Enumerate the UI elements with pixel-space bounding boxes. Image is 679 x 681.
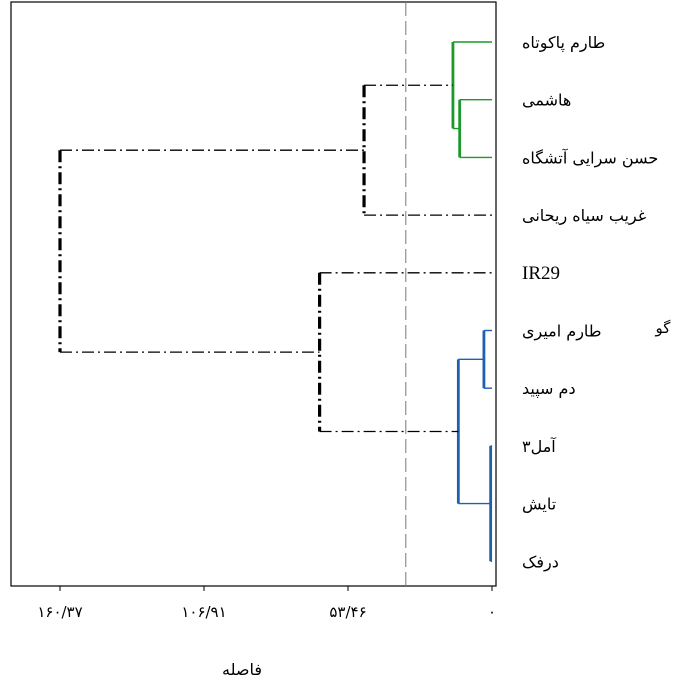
x-tick-label: ۵۳/۴۶ — [329, 603, 366, 621]
leaf-label: درفک — [522, 552, 559, 572]
leaf-label: طارم امیری — [522, 322, 602, 342]
x-axis-title: فاصله — [222, 660, 262, 679]
side-mark: گو — [655, 319, 672, 337]
leaf-label: حسن سرایی آتشگاه — [522, 148, 658, 168]
leaf-label: طارم پاکوتاه — [522, 33, 605, 53]
x-tick-label: ۱۶۰/۳۷ — [37, 603, 82, 621]
plot-frame — [10, 1, 497, 587]
leaf-label: غریب سیاه ریحانی — [522, 206, 646, 226]
leaf-label: تایش — [522, 495, 556, 515]
leaf-label: آمل۳ — [522, 437, 557, 456]
leaf-label: هاشمی — [522, 91, 571, 110]
leaf-labels: طارم پاکوتاه هاشمی حسن سرایی آتشگاه غریب سی… — [522, 33, 658, 572]
leaf-label: دم سپید — [522, 379, 576, 399]
x-tick-label: ۰ — [488, 603, 496, 621]
dendrogram-links — [58, 41, 493, 562]
leaf-label: IR29 — [522, 263, 560, 284]
x-axis: ۱۶۰/۳۷ ۱۰۶/۹۱ ۵۳/۴۶ ۰ — [37, 586, 496, 621]
x-tick-label: ۱۰۶/۹۱ — [181, 603, 226, 621]
